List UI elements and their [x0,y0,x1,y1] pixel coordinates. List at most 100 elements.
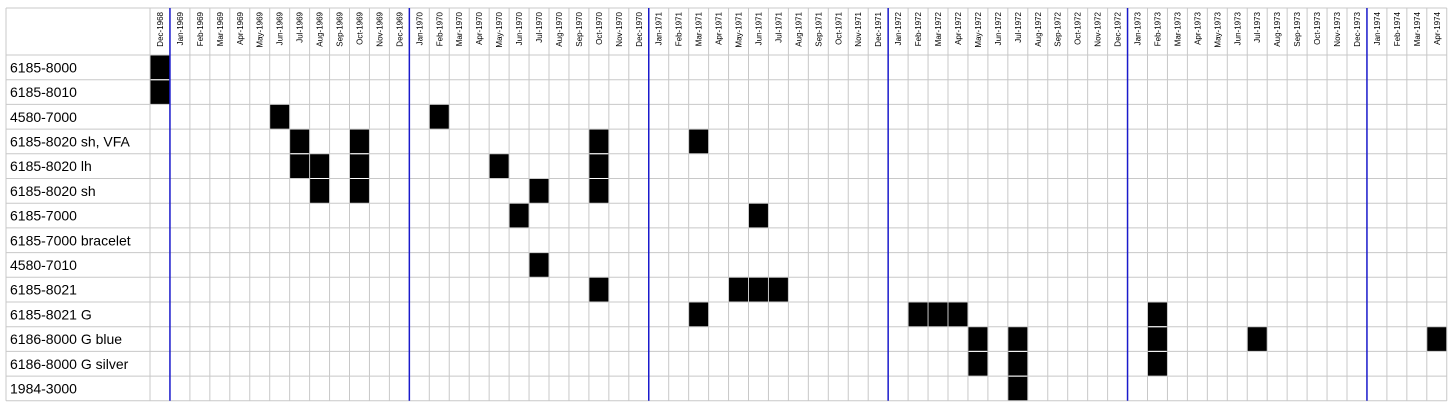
month-label: Jul-1972 [1014,11,1023,42]
month-label: Mar-1973 [1173,11,1182,46]
active-cell [1147,302,1168,327]
active-cell [748,203,769,228]
active-cells [150,55,1447,401]
active-cell [529,252,549,278]
month-label: Jan-1972 [894,11,903,45]
month-label: Jan-1970 [415,11,424,45]
month-label: Nov-1973 [1333,11,1342,46]
month-label: Jul-1971 [774,11,783,42]
active-cell [289,153,310,179]
month-label: Mar-1972 [934,11,943,46]
active-cell [588,277,609,302]
row-label: 6186-8000 G blue [10,331,122,347]
month-label: Feb-1969 [196,11,205,46]
month-label: Oct-1972 [1074,11,1083,44]
active-cell [908,302,929,327]
month-label: Dec-1968 [156,11,165,46]
month-label: Mar-1971 [695,11,704,46]
row-label: 6185-7000 [10,208,77,224]
active-cell [768,277,789,302]
month-label: Dec-1972 [1114,11,1123,46]
active-cell [269,104,290,130]
month-label: Nov-1971 [854,11,863,46]
active-cell [948,302,968,327]
active-cell [928,302,948,327]
active-cell [728,277,749,302]
month-label: May-1971 [735,11,744,47]
month-label: Feb-1974 [1393,11,1402,46]
month-label: Apr-1971 [715,11,724,44]
row-label: 6185-8020 lh [10,158,92,174]
month-label: Sep-1970 [575,11,584,46]
month-label: Nov-1972 [1094,11,1103,46]
month-label: Oct-1971 [834,11,843,44]
active-cell [150,55,170,80]
active-cell [1247,326,1268,352]
month-label: Jun-1970 [515,11,524,45]
active-cell [1007,376,1028,401]
month-label: May-1969 [256,11,265,47]
month-label: Oct-1970 [595,11,604,44]
row-label: 6185-8020 sh, VFA [10,133,131,149]
month-label: Jan-1971 [655,11,664,45]
row-label: 6185-8000 [10,59,77,75]
month-label: Jan-1973 [1134,11,1143,45]
month-label: Feb-1970 [435,11,444,46]
month-label: Apr-1970 [475,11,484,44]
active-cell [349,178,370,204]
row-label: 6186-8000 G silver [10,356,129,372]
month-label: Jan-1969 [176,11,185,45]
month-label: Mar-1969 [216,11,225,46]
month-label: Apr-1969 [236,11,245,44]
row-label: 6185-7000 bracelet [10,232,131,248]
month-label: Apr-1974 [1433,11,1442,44]
month-label: Dec-1971 [874,11,883,46]
active-cell [688,302,709,327]
month-label: Dec-1969 [395,11,404,46]
month-label: Sep-1971 [814,11,823,46]
month-label: May-1972 [974,11,983,47]
active-cell [309,153,330,179]
row-label: 6185-8020 sh [10,183,96,199]
month-axis-labels: Dec-1968 Jan-1969 Feb-1969 Mar-1969 Apr-1969… [156,11,1442,47]
active-cell [1007,326,1028,352]
month-label: Nov-1970 [615,11,624,46]
month-label: Nov-1969 [375,11,384,46]
month-label: Oct-1969 [355,11,364,44]
month-label: May-1970 [495,11,504,47]
active-cell [588,129,609,154]
month-label: Feb-1972 [914,11,923,46]
active-cell [529,178,549,204]
active-cell [429,104,450,130]
active-cell [748,277,769,302]
month-label: Jul-1969 [296,11,305,42]
month-label: Mar-1970 [455,11,464,46]
active-cell [489,153,510,179]
active-cell [509,203,530,228]
month-label: Jun-1969 [276,11,285,45]
month-label: Apr-1973 [1193,11,1202,44]
active-cell [150,79,170,105]
month-label: Sep-1973 [1293,11,1302,46]
month-label: Apr-1972 [954,11,963,44]
month-label: Dec-1973 [1353,11,1362,46]
month-label: Aug-1973 [1273,11,1282,46]
month-label: Dec-1970 [635,11,644,46]
month-label: Sep-1972 [1054,11,1063,46]
month-label: Aug-1971 [794,11,803,46]
active-cell [1147,326,1168,352]
month-label: Feb-1973 [1153,11,1162,46]
active-cell [349,129,370,154]
row-label: 6185-8021 [10,282,77,298]
month-label: Jun-1973 [1233,11,1242,45]
active-cell [1007,351,1028,377]
month-label: Jul-1973 [1253,11,1262,42]
vertical-gridlines [5,8,1448,401]
active-cell [1147,351,1168,377]
month-label: Feb-1971 [675,11,684,46]
row-label: 1984-3000 [10,380,77,396]
row-label: 4580-7000 [10,109,77,125]
month-label: Jun-1971 [754,11,763,45]
month-label: Sep-1969 [336,11,345,46]
month-label: Jan-1974 [1373,11,1382,45]
